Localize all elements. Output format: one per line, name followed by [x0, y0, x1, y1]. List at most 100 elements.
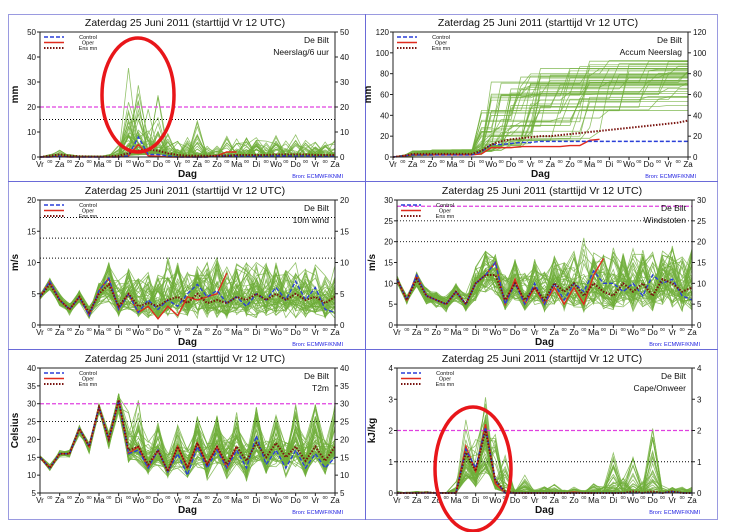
x-half-tick-label: 00	[601, 327, 607, 332]
x-tick-label: Vr	[311, 496, 319, 505]
x-half-tick-label: 00	[264, 159, 270, 164]
y-axis-label: Celsius	[10, 412, 21, 448]
y-tick-label: 20	[27, 435, 36, 444]
legend-label: Control	[79, 203, 97, 209]
y-axis-label: m/s	[367, 253, 378, 271]
y-tick-label: 10	[27, 128, 36, 137]
x-half-tick-label: 00	[680, 327, 686, 332]
x-half-tick-label: 00	[47, 159, 53, 164]
x-tick-label: Ma	[450, 328, 462, 337]
x-half-tick-label: 00	[522, 495, 528, 500]
x-half-tick-label: 00	[424, 327, 430, 332]
y-tick-label-right: 60	[693, 91, 702, 100]
x-half-tick-label: 00	[224, 159, 230, 164]
x-half-tick-label: 00	[67, 327, 73, 332]
y-tick-label: 5	[32, 290, 37, 299]
x-tick-label: Do	[153, 160, 164, 169]
row-divider	[8, 181, 718, 182]
variable-label: Neerslag/6 uur	[273, 47, 329, 57]
x-half-tick-label: 00	[404, 495, 410, 500]
y-tick-label-right: 30	[340, 400, 349, 409]
x-half-tick-label: 00	[106, 495, 112, 500]
x-tick-label: Di	[472, 496, 480, 505]
x-half-tick-label: 00	[463, 327, 469, 332]
legend-label: Ens mn	[432, 46, 451, 52]
x-tick-label: Zo	[75, 328, 85, 337]
location-label: De Bilt	[304, 35, 330, 45]
x-tick-label: Ma	[93, 160, 105, 169]
x-half-tick-label: 00	[126, 159, 132, 164]
x-tick-label: Vr	[36, 328, 44, 337]
y-tick-label: 10	[384, 279, 393, 288]
y-tick-label-right: 20	[340, 435, 349, 444]
legend-label: Control	[436, 203, 454, 209]
location-label: De Bilt	[661, 371, 687, 381]
y-tick-label: 20	[27, 103, 36, 112]
x-tick-label: Za	[687, 328, 697, 337]
y-axis-label: mm	[363, 86, 374, 104]
plot-area	[39, 367, 336, 494]
x-half-tick-label: 00	[522, 327, 528, 332]
legend-label: Oper	[435, 41, 447, 47]
control-line	[39, 399, 336, 478]
y-tick-label-right: 10	[340, 259, 349, 268]
x-tick-label: Vr	[174, 496, 182, 505]
x-half-tick-label: 00	[424, 495, 430, 500]
source-label: Bron: ECMWF/KNMI	[649, 342, 700, 348]
y-tick-label: 10	[27, 471, 36, 480]
chart-accum-neerslag: Zaterdag 25 Juni 2011 (starttijd Vr 12 U…	[361, 15, 716, 182]
x-tick-label: Di	[606, 160, 614, 169]
x-tick-label: Zo	[212, 496, 222, 505]
x-tick-label: Wo	[485, 160, 497, 169]
x-tick-label: Zo	[565, 160, 575, 169]
x-axis-label: Dag	[531, 169, 550, 180]
chart-title: Zaterdag 25 Juni 2011 (starttijd Vr 12 U…	[85, 353, 285, 365]
y-tick-label: 30	[27, 78, 36, 87]
x-half-tick-label: 00	[483, 327, 489, 332]
legend-label: Oper	[439, 377, 451, 383]
source-label: Bron: ECMWF/KNMI	[649, 510, 700, 516]
ensemble-member-line	[392, 65, 688, 158]
x-tick-label: Za	[412, 328, 422, 337]
x-half-tick-label: 00	[205, 327, 211, 332]
ensemble-member-line	[396, 255, 693, 310]
y-tick-label: 5	[32, 489, 37, 498]
y-tick-label: 0	[32, 153, 37, 162]
x-tick-label: Do	[510, 496, 521, 505]
x-half-tick-label: 00	[264, 327, 270, 332]
column-divider	[365, 14, 366, 520]
x-tick-label: Vr	[174, 328, 182, 337]
y-tick-label-right: 80	[693, 70, 702, 79]
x-half-tick-label: 00	[47, 327, 53, 332]
x-tick-label: Vr	[531, 496, 539, 505]
y-tick-label-right: 15	[697, 259, 706, 268]
x-tick-label: Di	[253, 160, 261, 169]
ens-mean-line	[39, 282, 336, 315]
y-tick-label-right: 40	[340, 364, 349, 373]
y-axis-label: m/s	[10, 253, 21, 271]
control-line	[39, 276, 336, 318]
x-half-tick-label: 00	[463, 495, 469, 500]
y-tick-label-right: 3	[697, 395, 702, 404]
x-tick-label: Do	[506, 160, 517, 169]
x-tick-label: Zo	[212, 160, 222, 169]
x-tick-label: Wo	[132, 328, 144, 337]
x-half-tick-label: 00	[404, 327, 410, 332]
x-tick-label: Vr	[393, 496, 401, 505]
x-tick-label: Di	[468, 160, 476, 169]
y-tick-label: 60	[380, 91, 389, 100]
x-half-tick-label: 00	[640, 495, 646, 500]
x-tick-label: Vr	[668, 496, 676, 505]
ensemble-member-line	[392, 85, 688, 158]
x-tick-label: Za	[412, 496, 422, 505]
y-tick-label-right: 40	[693, 111, 702, 120]
y-tick-label-right: 1	[697, 458, 702, 467]
legend-label: Control	[436, 371, 454, 377]
y-tick-label-right: 0	[697, 489, 702, 498]
x-half-tick-label: 00	[67, 495, 73, 500]
x-tick-label: Di	[253, 328, 261, 337]
x-tick-label: Vr	[527, 160, 535, 169]
y-tick-label: 3	[389, 395, 394, 404]
x-half-tick-label: 00	[303, 159, 309, 164]
x-half-tick-label: 00	[499, 159, 505, 164]
